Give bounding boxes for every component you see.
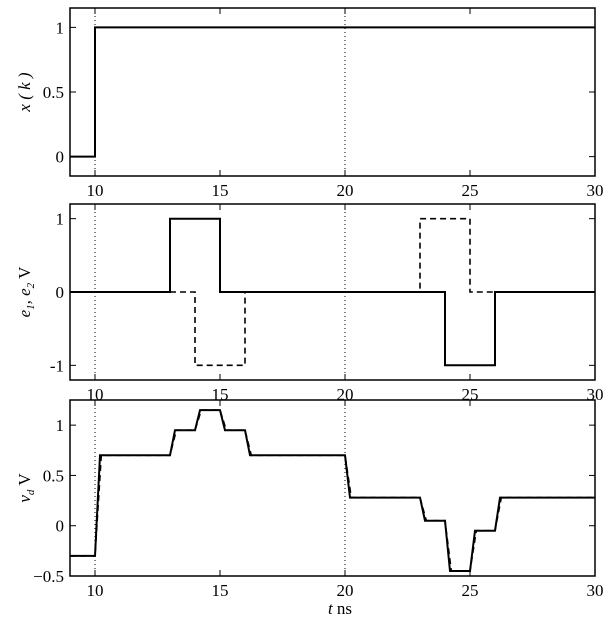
x-axis-label: t ns bbox=[328, 599, 352, 618]
chart-panel-xk: x ( k ) 10 15 20 25 30 0 0.5 1 bbox=[15, 7, 604, 200]
plot-frame bbox=[69, 7, 596, 177]
y-axis-label: vd V bbox=[15, 473, 37, 503]
series-line-dashed bbox=[70, 217, 595, 367]
x-tick-label: 10 bbox=[87, 581, 104, 600]
y-tick-label: 0.5 bbox=[43, 83, 64, 102]
y-tick-label: -1 bbox=[50, 356, 64, 375]
y-tick-label: 1 bbox=[56, 18, 65, 37]
y-tick-label: 0 bbox=[56, 283, 65, 302]
chart-panel-e1-e2: e1, e2 V 10 15 20 25 30-101 bbox=[15, 203, 604, 404]
x-tick-label: 10 bbox=[87, 181, 104, 200]
x-tick-label: 15 bbox=[212, 181, 229, 200]
series-line-solid bbox=[70, 217, 595, 367]
chart-panel-vd: vd V t ns 10 15 20 25 30 −0.5 0 0.5 1 bbox=[15, 399, 604, 618]
x-tick-label: 30 bbox=[587, 181, 604, 200]
y-tick-label: 1 bbox=[56, 416, 65, 435]
y-tick-label: −0.5 bbox=[33, 567, 64, 586]
series-line-solid bbox=[70, 409, 595, 572]
x-tick-label: 15 bbox=[212, 581, 229, 600]
y-tick-label: 1 bbox=[56, 210, 65, 229]
plot-frame bbox=[69, 399, 596, 577]
y-tick-label: 0 bbox=[56, 517, 65, 536]
series-line-dashed bbox=[70, 409, 595, 572]
x-tick-label: 20 bbox=[337, 181, 354, 200]
y-axis-label: x ( k ) bbox=[15, 72, 34, 113]
x-tick-label: 25 bbox=[462, 181, 479, 200]
y-tick-label: 0.5 bbox=[43, 466, 64, 485]
x-tick-label: 25 bbox=[462, 581, 479, 600]
y-tick-label: 0 bbox=[56, 148, 65, 167]
y-axis-label: e1, e2 V bbox=[15, 266, 37, 318]
series-line-solid bbox=[70, 26, 595, 158]
x-tick-label: 20 bbox=[337, 581, 354, 600]
x-tick-label: 30 bbox=[587, 581, 604, 600]
